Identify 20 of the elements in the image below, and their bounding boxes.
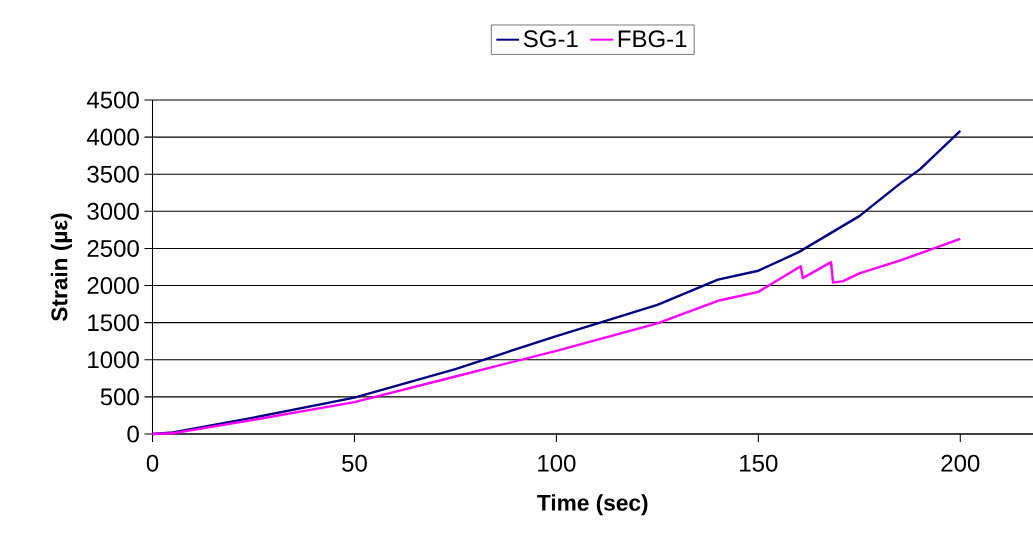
line-series <box>151 237 962 436</box>
legend-label: FBG-1 <box>618 30 687 48</box>
y-tick-label: 3000 <box>87 202 139 220</box>
y-tick-label: 3500 <box>87 165 139 183</box>
x-tick-label: 200 <box>941 454 980 472</box>
y-tick-label: 1500 <box>88 314 139 332</box>
y-tick-label: 2000 <box>87 277 139 295</box>
y-tick-label: 500 <box>100 388 139 406</box>
legend-label: SG-1 <box>523 30 578 48</box>
y-tick-label: 2500 <box>87 239 139 257</box>
x-tick-label: 50 <box>342 454 367 472</box>
x-tick-label: 100 <box>538 454 576 472</box>
y-axis-title: Strain (µε) <box>50 213 72 322</box>
y-tick-label: 1000 <box>88 351 139 369</box>
y-tick-label: 4500 <box>86 91 139 109</box>
x-tick-label: 0 <box>146 454 159 472</box>
y-tick-label: 0 <box>127 425 139 443</box>
x-tick-label: 150 <box>740 454 778 472</box>
x-axis-title: Time (sec) <box>537 494 648 516</box>
y-tick-label: 4000 <box>86 128 139 146</box>
